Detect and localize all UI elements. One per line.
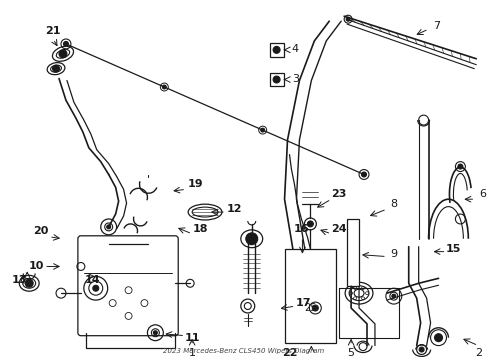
Text: 25: 25 (304, 303, 316, 313)
Circle shape (162, 85, 166, 89)
Text: 15: 15 (445, 244, 460, 254)
Text: 17: 17 (295, 298, 310, 308)
Bar (284, 249, 336, 343)
Circle shape (106, 225, 110, 229)
Text: 4: 4 (291, 44, 299, 54)
Text: 7: 7 (432, 21, 439, 31)
FancyBboxPatch shape (269, 73, 283, 86)
Circle shape (346, 17, 349, 21)
Circle shape (457, 164, 462, 169)
Text: 20: 20 (33, 226, 49, 236)
Text: 3: 3 (291, 73, 298, 84)
Text: 2023 Mercedes-Benz CLS450 Wipers Diagram: 2023 Mercedes-Benz CLS450 Wipers Diagram (163, 347, 324, 354)
Text: 21: 21 (45, 26, 61, 36)
Text: 18: 18 (192, 224, 207, 234)
Text: 16: 16 (293, 224, 308, 234)
Text: 8: 8 (389, 199, 397, 209)
Text: 14: 14 (85, 275, 101, 285)
Circle shape (273, 46, 280, 53)
Text: 22: 22 (281, 347, 297, 357)
Circle shape (273, 76, 280, 83)
Circle shape (93, 285, 99, 291)
Circle shape (434, 334, 442, 342)
Circle shape (361, 172, 366, 177)
Text: 13: 13 (12, 275, 27, 285)
Circle shape (59, 50, 67, 58)
FancyBboxPatch shape (269, 43, 283, 57)
Circle shape (418, 347, 423, 352)
Circle shape (63, 41, 68, 46)
Circle shape (312, 305, 318, 311)
Circle shape (245, 233, 257, 245)
Text: 24: 24 (331, 224, 346, 234)
Circle shape (391, 294, 395, 298)
Circle shape (52, 65, 60, 72)
Circle shape (153, 331, 157, 335)
Text: 1: 1 (188, 347, 195, 357)
Text: 10: 10 (28, 261, 44, 271)
Text: 19: 19 (187, 179, 203, 189)
Circle shape (260, 128, 264, 132)
Text: 2: 2 (474, 347, 481, 357)
Text: 5: 5 (347, 347, 354, 357)
Text: 11: 11 (184, 333, 200, 343)
Text: 9: 9 (389, 249, 397, 258)
FancyBboxPatch shape (78, 236, 178, 336)
Bar (346, 219, 358, 286)
Circle shape (25, 279, 33, 287)
Text: 6: 6 (479, 189, 486, 199)
Circle shape (307, 221, 313, 227)
Text: 12: 12 (226, 204, 242, 214)
Text: 23: 23 (331, 189, 346, 199)
